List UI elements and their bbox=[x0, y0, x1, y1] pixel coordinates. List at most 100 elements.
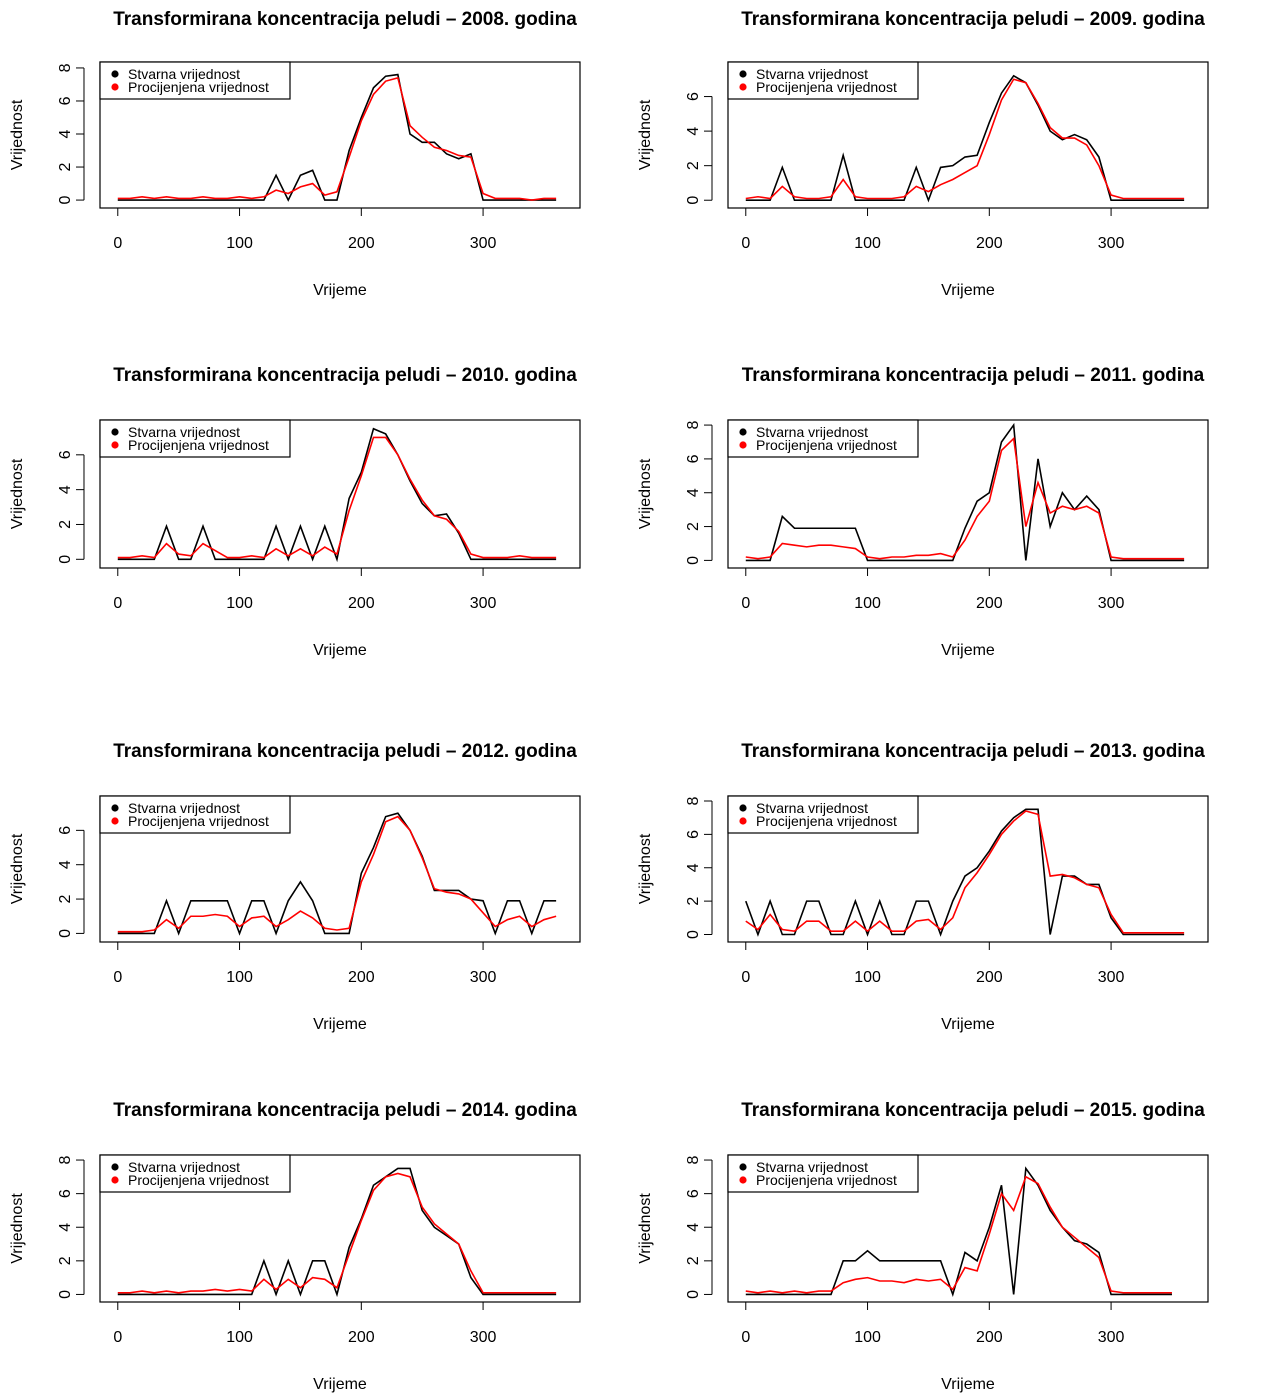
x-tick-label: 100 bbox=[854, 969, 881, 986]
y-axis-label: Vrijednost bbox=[637, 833, 654, 904]
x-tick-label: 100 bbox=[226, 235, 253, 252]
y-tick-label: 6 bbox=[685, 1189, 702, 1198]
x-tick-label: 300 bbox=[470, 235, 497, 252]
x-tick-label: 200 bbox=[976, 1329, 1003, 1346]
x-tick-label: 200 bbox=[976, 969, 1003, 986]
y-axis-label: Vrijednost bbox=[9, 833, 26, 904]
x-axis-label: Vrijeme bbox=[941, 1376, 995, 1393]
y-tick-label: 0 bbox=[57, 196, 74, 205]
legend-marker bbox=[739, 441, 746, 448]
y-axis-label: Vrijednost bbox=[9, 99, 26, 170]
y-axis-label: Vrijednost bbox=[637, 1193, 654, 1264]
x-tick-label: 300 bbox=[1098, 1329, 1125, 1346]
legend-marker bbox=[739, 1163, 746, 1170]
x-tick-label: 0 bbox=[113, 969, 122, 986]
chart-title: Transformirana koncentracija peludi – 20… bbox=[741, 1100, 1205, 1121]
y-tick-label: 6 bbox=[57, 1189, 74, 1198]
y-tick-label: 6 bbox=[685, 454, 702, 463]
y-tick-label: 6 bbox=[57, 826, 74, 835]
y-tick-label: 4 bbox=[685, 1223, 702, 1232]
chart-title: Transformirana koncentracija peludi – 20… bbox=[741, 741, 1205, 762]
legend-marker bbox=[111, 441, 118, 448]
legend-label: Procijenjena vrijednost bbox=[756, 813, 897, 829]
y-tick-label: 6 bbox=[685, 830, 702, 839]
x-tick-label: 200 bbox=[976, 595, 1003, 612]
x-axis-label: Vrijeme bbox=[313, 642, 367, 659]
legend-marker bbox=[739, 1176, 746, 1183]
x-tick-label: 100 bbox=[854, 235, 881, 252]
x-axis-label: Vrijeme bbox=[313, 1016, 367, 1033]
y-tick-label: 0 bbox=[57, 555, 74, 564]
y-tick-label: 0 bbox=[57, 1290, 74, 1299]
x-tick-label: 200 bbox=[348, 969, 375, 986]
x-tick-label: 0 bbox=[113, 235, 122, 252]
x-tick-label: 300 bbox=[1098, 969, 1125, 986]
legend-label: Procijenjena vrijednost bbox=[756, 79, 897, 95]
x-tick-label: 0 bbox=[113, 595, 122, 612]
x-tick-label: 100 bbox=[226, 969, 253, 986]
legend-marker bbox=[739, 804, 746, 811]
x-tick-label: 200 bbox=[348, 235, 375, 252]
legend-marker bbox=[111, 428, 118, 435]
y-tick-label: 0 bbox=[685, 556, 702, 565]
legend-label: Procijenjena vrijednost bbox=[756, 1172, 897, 1188]
legend-marker bbox=[111, 70, 118, 77]
y-tick-label: 8 bbox=[685, 1155, 702, 1164]
y-tick-label: 4 bbox=[57, 860, 74, 869]
chart-title: Transformirana koncentracija peludi – 20… bbox=[113, 365, 577, 386]
x-tick-label: 0 bbox=[741, 1329, 750, 1346]
y-tick-label: 4 bbox=[57, 129, 74, 138]
x-tick-label: 300 bbox=[470, 595, 497, 612]
y-tick-label: 0 bbox=[685, 196, 702, 205]
legend-label: Procijenjena vrijednost bbox=[756, 437, 897, 453]
y-tick-label: 4 bbox=[57, 1223, 74, 1232]
y-tick-label: 6 bbox=[57, 450, 74, 459]
legend-marker bbox=[739, 428, 746, 435]
legend-marker bbox=[739, 70, 746, 77]
x-tick-label: 0 bbox=[741, 595, 750, 612]
y-tick-label: 2 bbox=[57, 162, 74, 171]
x-tick-label: 200 bbox=[348, 595, 375, 612]
x-axis-label: Vrijeme bbox=[313, 282, 367, 299]
y-tick-label: 8 bbox=[57, 63, 74, 72]
legend-label: Procijenjena vrijednost bbox=[128, 437, 269, 453]
x-axis-label: Vrijeme bbox=[941, 282, 995, 299]
y-tick-label: 8 bbox=[685, 796, 702, 805]
series-line bbox=[118, 817, 556, 932]
x-tick-label: 100 bbox=[226, 1329, 253, 1346]
y-tick-label: 0 bbox=[685, 1290, 702, 1299]
y-axis-label: Vrijednost bbox=[637, 99, 654, 170]
y-tick-label: 4 bbox=[685, 488, 702, 497]
y-axis-label: Vrijednost bbox=[9, 1193, 26, 1264]
chart-title: Transformirana koncentracija peludi – 20… bbox=[113, 1100, 577, 1121]
legend-marker bbox=[111, 1163, 118, 1170]
y-tick-label: 8 bbox=[685, 421, 702, 430]
y-tick-label: 2 bbox=[57, 895, 74, 904]
y-tick-label: 2 bbox=[57, 1256, 74, 1265]
legend-marker bbox=[111, 83, 118, 90]
x-tick-label: 300 bbox=[1098, 235, 1125, 252]
x-axis-label: Vrijeme bbox=[941, 642, 995, 659]
x-tick-label: 100 bbox=[854, 1329, 881, 1346]
x-tick-label: 200 bbox=[976, 235, 1003, 252]
x-tick-label: 100 bbox=[854, 595, 881, 612]
x-tick-label: 0 bbox=[113, 1329, 122, 1346]
legend-marker bbox=[111, 817, 118, 824]
x-tick-label: 300 bbox=[470, 1329, 497, 1346]
y-tick-label: 2 bbox=[685, 1256, 702, 1265]
y-axis-label: Vrijednost bbox=[9, 458, 26, 529]
y-axis-label: Vrijednost bbox=[637, 458, 654, 529]
y-tick-label: 6 bbox=[685, 92, 702, 101]
y-tick-label: 6 bbox=[57, 96, 74, 105]
legend-marker bbox=[739, 83, 746, 90]
chart-title: Transformirana koncentracija peludi – 20… bbox=[742, 365, 1205, 386]
legend-marker bbox=[739, 817, 746, 824]
legend-marker bbox=[111, 1176, 118, 1183]
y-tick-label: 2 bbox=[685, 161, 702, 170]
legend-label: Procijenjena vrijednost bbox=[128, 1172, 269, 1188]
y-tick-label: 2 bbox=[685, 897, 702, 906]
chart-title: Transformirana koncentracija peludi – 20… bbox=[113, 9, 577, 30]
chart-title: Transformirana koncentracija peludi – 20… bbox=[113, 741, 577, 762]
y-tick-label: 0 bbox=[685, 930, 702, 939]
